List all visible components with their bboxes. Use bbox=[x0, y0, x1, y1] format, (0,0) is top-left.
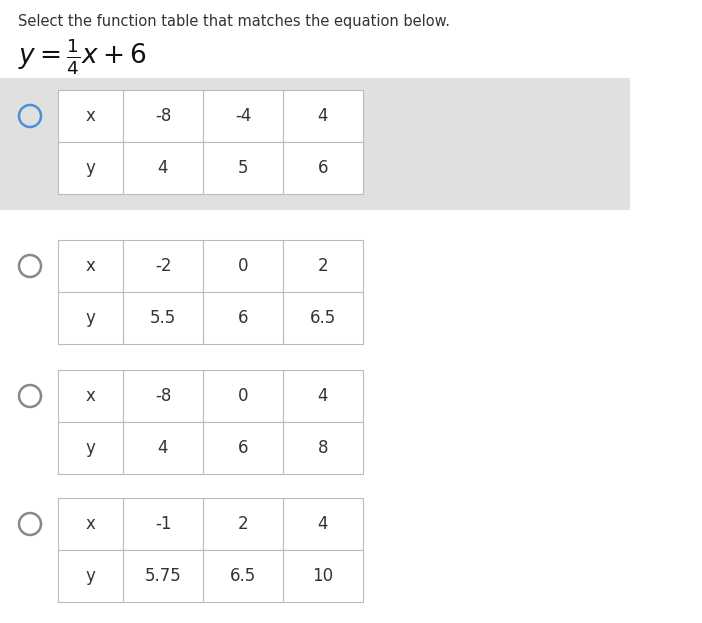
Text: -8: -8 bbox=[155, 107, 171, 125]
Text: y: y bbox=[86, 567, 95, 585]
Text: 6: 6 bbox=[238, 309, 249, 327]
Bar bbox=[123, 240, 203, 292]
Text: y: y bbox=[86, 159, 95, 177]
Text: 5.5: 5.5 bbox=[150, 309, 176, 327]
Bar bbox=[123, 422, 203, 474]
Bar bbox=[58, 240, 123, 292]
Bar bbox=[283, 550, 363, 602]
Bar bbox=[58, 498, 123, 550]
Bar bbox=[58, 370, 123, 422]
Bar bbox=[203, 90, 283, 142]
Bar bbox=[283, 498, 363, 550]
Bar bbox=[203, 498, 283, 550]
Bar bbox=[58, 550, 123, 602]
Text: 0: 0 bbox=[238, 257, 249, 275]
Bar bbox=[123, 550, 203, 602]
Text: -8: -8 bbox=[155, 387, 171, 405]
Bar bbox=[58, 90, 123, 142]
Text: x: x bbox=[86, 257, 95, 275]
Bar bbox=[203, 240, 283, 292]
Bar bbox=[283, 422, 363, 474]
Text: 4: 4 bbox=[318, 515, 329, 533]
Bar bbox=[203, 422, 283, 474]
Text: x: x bbox=[86, 387, 95, 405]
Bar bbox=[58, 142, 123, 194]
Bar bbox=[123, 498, 203, 550]
Text: y: y bbox=[86, 309, 95, 327]
Bar bbox=[58, 292, 123, 344]
Text: 6.5: 6.5 bbox=[310, 309, 336, 327]
Text: x: x bbox=[86, 107, 95, 125]
Text: 6: 6 bbox=[238, 439, 249, 457]
Text: 10: 10 bbox=[312, 567, 333, 585]
Text: 0: 0 bbox=[238, 387, 249, 405]
Text: 8: 8 bbox=[318, 439, 329, 457]
Bar bbox=[123, 292, 203, 344]
Bar bbox=[203, 292, 283, 344]
Bar bbox=[0, 78, 630, 210]
Text: 4: 4 bbox=[318, 387, 329, 405]
Bar bbox=[283, 90, 363, 142]
Text: 2: 2 bbox=[318, 257, 329, 275]
Bar bbox=[203, 550, 283, 602]
Bar bbox=[123, 142, 203, 194]
Text: y: y bbox=[86, 439, 95, 457]
Text: 2: 2 bbox=[238, 515, 249, 533]
Text: 4: 4 bbox=[158, 159, 168, 177]
Bar bbox=[203, 370, 283, 422]
Bar bbox=[283, 370, 363, 422]
Text: -2: -2 bbox=[154, 257, 171, 275]
Text: $y = \frac{1}{4}x + 6$: $y = \frac{1}{4}x + 6$ bbox=[18, 37, 147, 77]
Text: 5: 5 bbox=[238, 159, 249, 177]
Text: Select the function table that matches the equation below.: Select the function table that matches t… bbox=[18, 14, 450, 29]
Text: -4: -4 bbox=[234, 107, 251, 125]
Text: -1: -1 bbox=[154, 515, 171, 533]
Text: 4: 4 bbox=[318, 107, 329, 125]
Bar bbox=[203, 142, 283, 194]
Bar bbox=[283, 142, 363, 194]
Text: 4: 4 bbox=[158, 439, 168, 457]
Bar bbox=[123, 90, 203, 142]
Bar bbox=[58, 422, 123, 474]
Bar bbox=[283, 292, 363, 344]
Bar bbox=[123, 370, 203, 422]
Bar bbox=[283, 240, 363, 292]
Text: 6: 6 bbox=[318, 159, 329, 177]
Text: x: x bbox=[86, 515, 95, 533]
Text: 6.5: 6.5 bbox=[230, 567, 256, 585]
Text: 5.75: 5.75 bbox=[145, 567, 181, 585]
